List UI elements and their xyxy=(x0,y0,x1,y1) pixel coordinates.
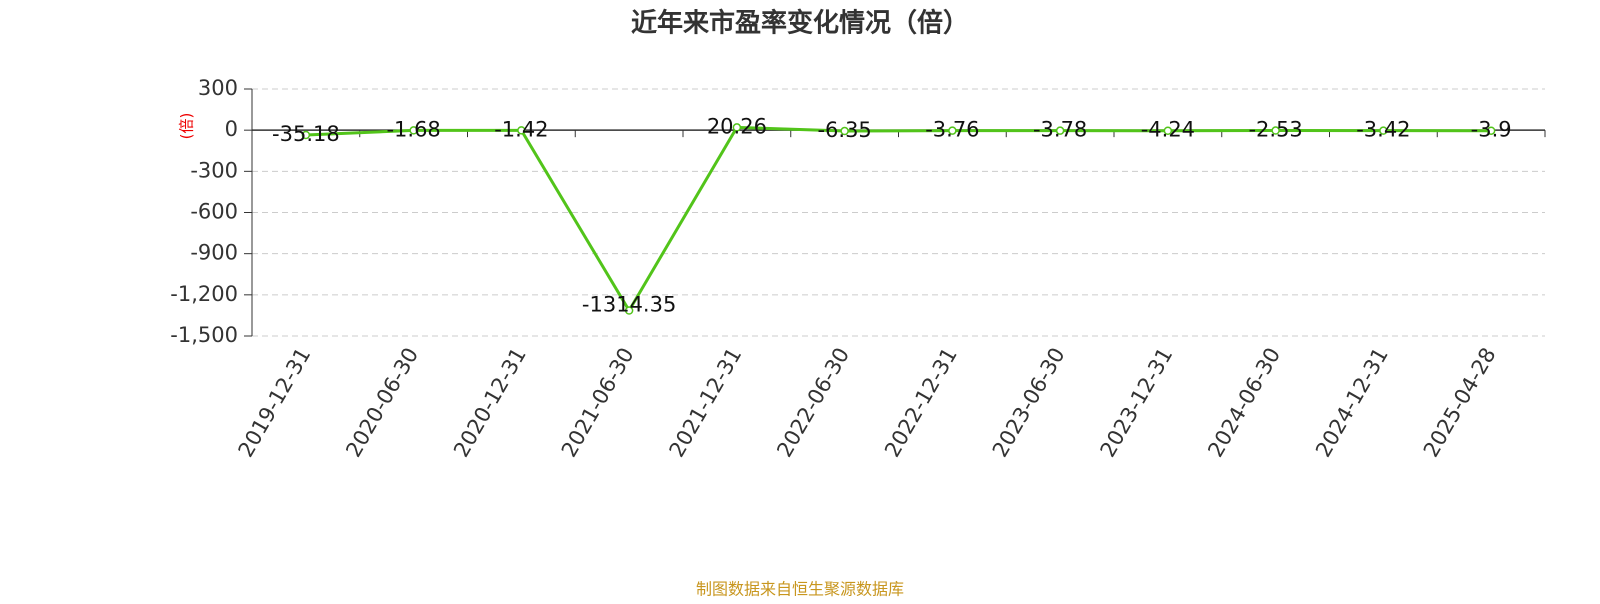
x-tick-label: 2020-12-31 xyxy=(449,344,531,462)
x-tick-label: 2022-12-31 xyxy=(880,344,962,462)
point xyxy=(948,126,957,135)
line-series xyxy=(305,125,1492,314)
x-tick-label: 2021-12-31 xyxy=(665,344,747,462)
data-label: -35.18 xyxy=(272,122,340,146)
x-tick-label: 2019-12-31 xyxy=(234,344,316,462)
point xyxy=(1163,126,1173,135)
y-tick-label: -1,200 xyxy=(170,282,238,306)
x-tick-label: 2023-06-30 xyxy=(988,344,1070,462)
point xyxy=(1055,126,1065,135)
y-tick-label: -900 xyxy=(190,241,238,265)
x-tick-label: 2021-06-30 xyxy=(557,344,639,462)
x-tick-label: 2023-12-31 xyxy=(1096,344,1178,462)
data-label: -3.9 xyxy=(1471,118,1512,142)
chart-title: 近年来市盈率变化情况（倍） xyxy=(631,8,969,39)
data-label: -3.42 xyxy=(1356,118,1410,142)
y-tick-label: -600 xyxy=(190,200,238,224)
y-tick-label: 0 xyxy=(225,117,238,141)
y-tick-label: 300 xyxy=(198,76,238,100)
data-label: -3.78 xyxy=(1033,118,1087,142)
point xyxy=(840,126,849,136)
x-tick-label: 2025-04-28 xyxy=(1419,344,1501,462)
data-label: 20.26 xyxy=(707,114,767,138)
data-label: -1.42 xyxy=(494,117,548,141)
x-tick-label: 2024-12-31 xyxy=(1311,344,1393,462)
source-note: 制图数据来自恒生聚源数据库 xyxy=(696,580,904,599)
y-tick-label: -1,500 xyxy=(170,323,238,347)
x-tick-label: 2020-06-30 xyxy=(341,344,423,462)
point xyxy=(732,123,742,132)
point xyxy=(1486,126,1496,135)
y-tick-label: -300 xyxy=(190,158,238,182)
data-label: -3.76 xyxy=(925,118,979,142)
data-label: -6.35 xyxy=(817,118,871,142)
x-tick-label: 2024-06-30 xyxy=(1203,344,1285,462)
y-axis-label: (倍) xyxy=(178,113,196,140)
point xyxy=(409,126,418,135)
point xyxy=(624,306,634,315)
data-label: -2.53 xyxy=(1248,118,1302,142)
point xyxy=(301,130,311,140)
data-label: -4.24 xyxy=(1141,118,1195,142)
data-label: -1.68 xyxy=(386,117,440,141)
point xyxy=(1379,126,1388,135)
point xyxy=(1271,126,1280,135)
x-tick-label: 2022-06-30 xyxy=(772,344,854,462)
point xyxy=(517,126,526,135)
data-label: -1314.35 xyxy=(582,293,676,317)
